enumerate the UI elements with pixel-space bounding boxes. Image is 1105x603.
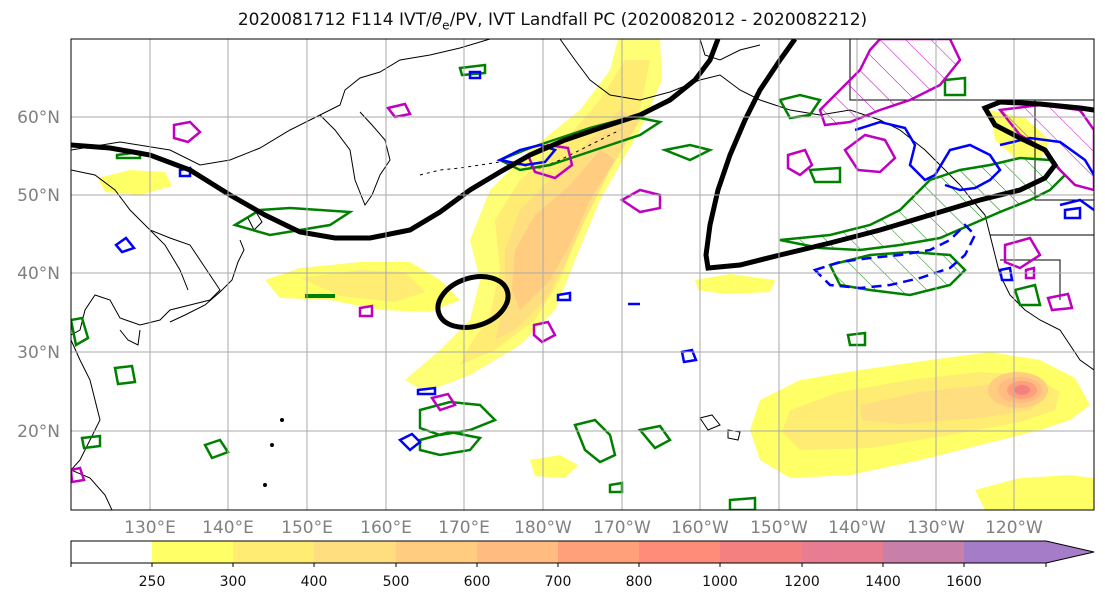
map-title: 2020081712 F114 IVT/θe/PV, IVT Landfall … [237,10,868,33]
lon-label-130w: 130°W [907,518,965,538]
lon-label-150e: 150°E [281,518,333,538]
colorbar-label: 1400 [865,574,901,590]
ivt-landfall-pc-contours [71,39,1094,330]
colorbar: 250 300 400 500 600 700 800 1000 1200 14… [70,540,1095,590]
lon-label-130e: 130°E [124,518,176,538]
lon-label-140e: 140°E [202,518,254,538]
pv-negative-contours [114,70,1094,452]
colorbar-label: 1600 [946,574,982,590]
colorbar-segment [558,541,639,563]
colorbar-segment [152,541,233,563]
colorbar-label: 250 [139,574,166,590]
colorbar-outline [70,540,1095,564]
lon-label-170w: 170°W [593,518,651,538]
gridlines [71,39,1094,510]
lat-label-60n: 60°N [17,108,60,128]
colorbar-label: 600 [464,574,491,590]
longitude-labels: 130°E 140°E 150°E 160°E 170°E 180°W 170°… [124,518,1043,538]
colorbar-segment-below [71,541,152,563]
lat-label-50n: 50°N [17,186,60,206]
colorbar-segment [314,541,396,563]
colorbar-segment [396,541,477,563]
colorbar-segment [883,541,964,563]
colorbar-label: 400 [301,574,328,590]
colorbar-segment [477,541,558,563]
lon-label-180w: 180°W [514,518,572,538]
colorbar-label: 500 [383,574,410,590]
lat-label-20n: 20°N [17,422,60,442]
lon-label-160e: 160°E [360,518,412,538]
lon-label-170e: 170°E [438,518,490,538]
map-border [70,38,1095,511]
colorbar-label: 700 [545,574,572,590]
lat-label-40n: 40°N [17,264,60,284]
latitude-labels: 60°N 50°N 40°N 30°N 20°N [17,108,60,442]
colorbar-segment [964,541,1046,563]
lon-label-120w: 120°W [985,518,1043,538]
colorbar-label: 300 [220,574,247,590]
colorbar-segment [720,541,802,563]
lon-label-160w: 160°W [671,518,729,538]
colorbar-extend-arrow [1046,541,1094,563]
colorbar-label: 800 [626,574,653,590]
colorbar-segment [639,541,720,563]
colorbar-label: 1000 [702,574,738,590]
lat-label-30n: 30°N [17,343,60,363]
lon-label-150w: 150°W [750,518,808,538]
lon-label-140w: 140°W [828,518,886,538]
colorbar-segment [233,541,314,563]
colorbar-label: 1200 [784,574,820,590]
colorbar-segment [802,541,883,563]
